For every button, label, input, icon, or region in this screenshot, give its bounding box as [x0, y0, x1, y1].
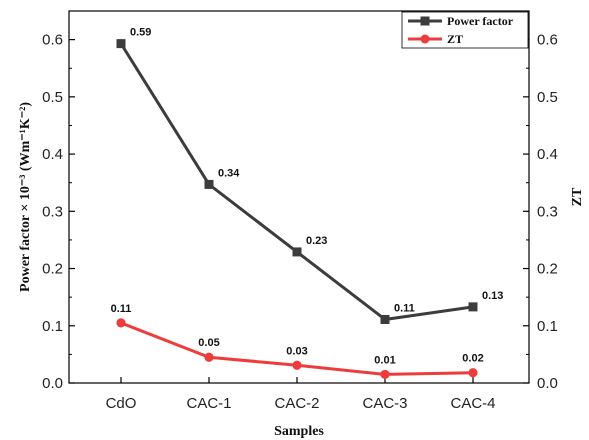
right-tick-label: 0.3: [537, 203, 558, 220]
data-label-power-factor: 0.11: [394, 302, 415, 314]
data-label-zt: 0.01: [374, 354, 395, 366]
right-tick-label: 0.1: [537, 318, 558, 335]
x-tick-label: CAC-1: [186, 395, 231, 412]
y-axis-title: Power factor × 10⁻³ (Wm⁻¹K⁻²): [18, 102, 33, 292]
data-point-zt: [468, 368, 478, 378]
data-label-zt: 0.03: [286, 345, 307, 357]
legend-label-zt: ZT: [447, 32, 463, 46]
data-label-zt: 0.11: [111, 303, 132, 315]
data-label-power-factor: 0.13: [482, 290, 503, 302]
data-labels: 0.59 0.34 0.23 0.11 0.13 0.11 0.05 0.03 0.01 0.02: [111, 27, 504, 367]
data-point-power-factor: [292, 247, 302, 257]
data-label-power-factor: 0.34: [218, 167, 240, 179]
left-tick-label: 0.0: [42, 375, 63, 392]
data-point-power-factor: [468, 302, 478, 312]
left-tick-label: 0.5: [42, 89, 63, 106]
legend-marker-zt: [420, 34, 430, 44]
data-label-power-factor: 0.23: [306, 235, 327, 247]
right-axis: 0.0 0.1 0.2 0.3 0.4 0.5 0.6: [523, 32, 558, 392]
data-point-zt: [292, 360, 302, 370]
data-label-zt: 0.05: [198, 337, 219, 349]
series-layer: [116, 39, 478, 380]
data-point-power-factor: [116, 39, 126, 49]
plot-frame: [68, 10, 530, 384]
left-tick-label: 0.3: [42, 203, 63, 220]
data-label-zt: 0.02: [462, 353, 483, 365]
x-tick-label: CAC-4: [450, 395, 495, 412]
legend-label-power-factor: Power factor: [447, 14, 514, 28]
data-point-power-factor: [204, 179, 214, 189]
series-line-power-factor: [119, 42, 474, 321]
y2-axis-title: ZT: [570, 187, 585, 206]
left-tick-label: 0.6: [42, 32, 63, 49]
right-tick-label: 0.0: [537, 375, 558, 392]
data-point-zt: [116, 318, 126, 328]
x-tick-label: CdO: [106, 395, 137, 412]
left-tick-label: 0.2: [42, 261, 63, 278]
right-tick-label: 0.2: [537, 261, 558, 278]
data-point-power-factor: [380, 314, 390, 324]
left-tick-label: 0.1: [42, 318, 63, 335]
x-axis: CdO CAC-1 CAC-2 CAC-3 CAC-4: [106, 377, 496, 412]
x-axis-title: Samples: [274, 424, 324, 439]
legend-marker-power-factor: [420, 16, 430, 26]
legend: Power factor ZT: [401, 11, 529, 49]
left-tick-label: 0.4: [42, 146, 63, 163]
right-tick-label: 0.6: [537, 32, 558, 49]
left-axis: 0.0 0.1 0.2 0.3 0.4 0.5 0.6: [42, 32, 75, 392]
x-tick-label: CAC-3: [362, 395, 407, 412]
x-tick-label: CAC-2: [274, 395, 319, 412]
right-tick-label: 0.5: [537, 89, 558, 106]
data-point-zt: [204, 352, 214, 362]
right-tick-label: 0.4: [537, 146, 558, 163]
data-point-zt: [380, 369, 390, 380]
data-label-power-factor: 0.59: [130, 27, 151, 39]
